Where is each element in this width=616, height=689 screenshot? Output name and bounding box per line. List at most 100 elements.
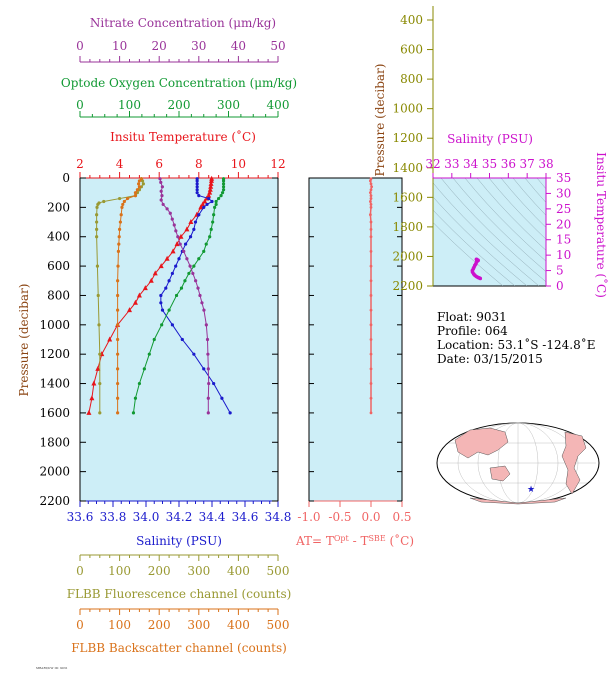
oxygen-point bbox=[221, 177, 226, 181]
nitrate-point bbox=[198, 293, 202, 298]
backscatter-point bbox=[137, 179, 141, 183]
oxygen-point bbox=[221, 182, 226, 186]
delta-t-point bbox=[369, 382, 373, 385]
delta-t-point bbox=[369, 396, 373, 400]
nitrate-point bbox=[168, 211, 172, 215]
backscatter-point bbox=[117, 235, 121, 239]
salinity-axis-tick-label: 34.2 bbox=[166, 510, 193, 524]
isopycnal-curve bbox=[476, 178, 546, 251]
pressure-tick-label: 0 bbox=[62, 171, 70, 185]
temperature-point bbox=[136, 292, 142, 298]
oxygen-point bbox=[204, 242, 208, 246]
backscatter-point bbox=[116, 367, 120, 371]
oxygen-point bbox=[221, 185, 226, 189]
inset-pressure-tick-label: 1800 bbox=[392, 220, 423, 234]
inset-ts-plot-area bbox=[432, 177, 547, 287]
inset-salinity-title: Salinity (PSU) bbox=[447, 132, 533, 146]
temperature-point bbox=[164, 255, 170, 261]
temperature-axis-tick-label: 10 bbox=[231, 157, 246, 171]
nitrate-point bbox=[206, 396, 210, 400]
inset-temperature-tick-label: 25 bbox=[556, 202, 571, 216]
inset-salinity-tick-label: 36 bbox=[501, 157, 516, 171]
delta-t-point bbox=[370, 185, 374, 189]
salinity-point bbox=[164, 286, 168, 290]
delta-t-tick-label: -1.0 bbox=[297, 510, 320, 524]
delta-t-point bbox=[369, 367, 373, 371]
temperature-point bbox=[91, 380, 97, 386]
nitrate-axis-tick-label: 20 bbox=[152, 39, 167, 53]
inset-pressure-tick-label: 800 bbox=[400, 72, 423, 86]
salinity-point bbox=[228, 411, 232, 415]
temperature-axis-tick-label: 8 bbox=[195, 157, 203, 171]
salinity-point bbox=[220, 396, 224, 400]
salinity-axis-tick-label: 33.8 bbox=[100, 510, 127, 524]
temperature-point bbox=[170, 248, 176, 254]
delta-t-point bbox=[369, 411, 373, 415]
fluorescence-axis-tick-label: 400 bbox=[227, 564, 250, 578]
nitrate-point bbox=[176, 235, 180, 239]
oxygen-point bbox=[220, 191, 225, 195]
delta-t-point bbox=[369, 250, 373, 253]
oxygen-point bbox=[219, 194, 223, 198]
inset-pressure-tick-label: 1400 bbox=[392, 161, 423, 175]
nitrate-point bbox=[161, 202, 165, 207]
backscatter-point bbox=[120, 205, 124, 209]
oxygen-point bbox=[208, 235, 212, 239]
oxygen-axis-tick-label: 0 bbox=[76, 98, 84, 112]
salinity-point bbox=[195, 179, 199, 183]
salinity-point bbox=[184, 242, 188, 246]
temperature-point bbox=[200, 201, 206, 207]
salinity-point bbox=[197, 213, 201, 217]
backscatter-point bbox=[116, 249, 121, 254]
map-land-antarctica bbox=[469, 497, 567, 505]
temperature-axis-title: Insitu Temperature (˚C) bbox=[110, 129, 256, 144]
fluorescence-point bbox=[98, 381, 102, 386]
fluorescence-point bbox=[118, 196, 122, 201]
temperature-point bbox=[158, 263, 164, 269]
temperature-point bbox=[152, 270, 158, 276]
pressure-tick-label: 800 bbox=[47, 288, 70, 302]
nitrate-point bbox=[202, 308, 206, 312]
backscatter-point bbox=[121, 202, 125, 207]
delta-t-tick-label: 0.5 bbox=[392, 510, 411, 524]
delta-t-axis-title: AT= TOpt - TSBE (˚C) bbox=[295, 533, 414, 548]
salinity-point bbox=[195, 185, 199, 189]
fluorescence-point bbox=[95, 264, 100, 268]
oxygen-point bbox=[183, 279, 187, 283]
salinity-point bbox=[205, 202, 209, 207]
backscatter-axis-title: FLBB Backscatter channel (counts) bbox=[71, 641, 287, 655]
float-location: Location: 53.1˚S -124.8˚E bbox=[437, 337, 595, 352]
salinity-point bbox=[177, 257, 181, 261]
pressure-tick-label: 600 bbox=[47, 259, 70, 273]
nitrate-point bbox=[196, 286, 200, 290]
isopycnal-curve bbox=[464, 178, 546, 262]
fluorescence-point bbox=[95, 227, 99, 231]
oxygen-point bbox=[147, 352, 151, 356]
backscatter-axis-tick-label: 100 bbox=[108, 618, 131, 632]
float-id: Float: 9031 bbox=[437, 310, 507, 324]
backscatter-point bbox=[117, 242, 121, 246]
oxygen-point bbox=[131, 411, 136, 415]
oxygen-axis-tick-label: 100 bbox=[118, 98, 141, 112]
salinity-point bbox=[160, 308, 165, 312]
oxygen-point bbox=[174, 293, 179, 298]
inset-salinity-tick-label: 34 bbox=[463, 157, 479, 171]
oxygen-point bbox=[167, 308, 171, 312]
fluorescence-point bbox=[141, 182, 145, 186]
nitrate-point bbox=[206, 411, 210, 415]
salinity-point bbox=[159, 293, 163, 298]
delta-t-point bbox=[369, 352, 373, 356]
inset-pressure-title: Pressure (decibar) bbox=[373, 64, 387, 177]
temperature-point bbox=[198, 204, 204, 210]
isopycnal-curve bbox=[524, 178, 546, 203]
nitrate-point bbox=[207, 381, 211, 386]
oxygen-axis-tick-label: 400 bbox=[267, 98, 290, 112]
temperature-axis-tick-label: 6 bbox=[155, 157, 163, 171]
temperature-point bbox=[209, 175, 215, 181]
delta-t-point bbox=[368, 213, 372, 217]
oxygen-point bbox=[213, 205, 217, 209]
backscatter-axis-tick-label: 200 bbox=[148, 618, 171, 632]
float-position-star: ★ bbox=[527, 485, 535, 495]
delta-t-point bbox=[368, 200, 372, 203]
